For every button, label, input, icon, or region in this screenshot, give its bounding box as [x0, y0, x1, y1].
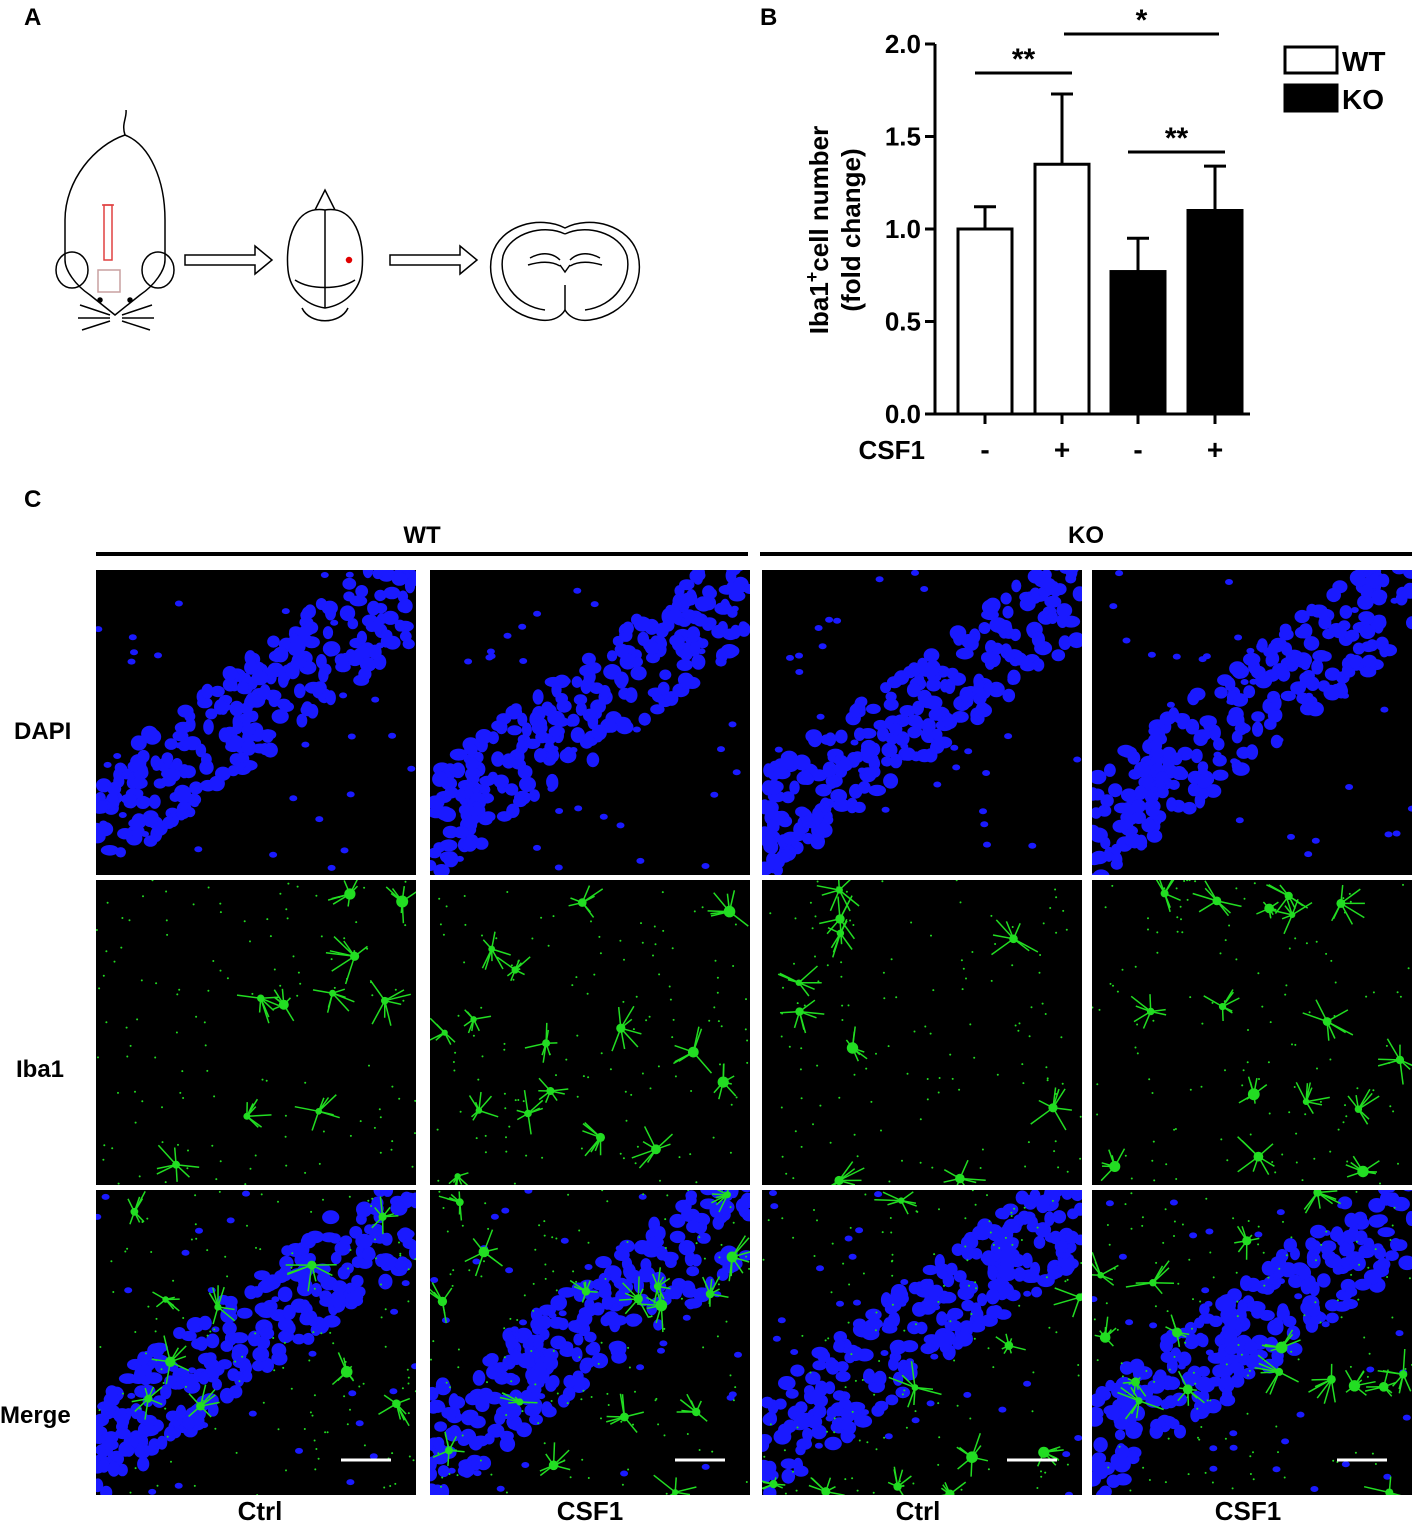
micrograph-merge — [762, 1190, 1082, 1495]
arrow-icon — [184, 244, 274, 276]
significance-label: ** — [1012, 43, 1036, 76]
y-tick-label: 0.0 — [885, 399, 921, 429]
micrograph-dapi — [1092, 570, 1412, 875]
micrograph-dapi — [96, 570, 416, 875]
micrograph-iba1 — [96, 880, 416, 1185]
legend-label: KO — [1342, 84, 1384, 115]
micrograph-merge — [1092, 1190, 1412, 1495]
brain-top-view-illustration — [286, 188, 364, 322]
x-tick-label: + — [1207, 434, 1223, 465]
y-tick-label: 0.5 — [885, 307, 921, 337]
x-row-label: CSF1 — [859, 435, 925, 465]
column-label-ctrl: Ctrl — [895, 1496, 941, 1526]
micrograph-merge — [430, 1190, 750, 1495]
significance-label: ** — [1165, 122, 1189, 155]
arrow-icon — [389, 244, 479, 276]
x-tick-label: - — [980, 434, 989, 465]
legend-swatch — [1283, 45, 1339, 75]
column-label-csf1: CSF1 — [556, 1496, 624, 1526]
micrograph-dapi — [762, 570, 1082, 875]
group-divider-ko — [760, 552, 1412, 556]
panel-b-label: B — [760, 4, 778, 31]
x-tick-label: - — [1133, 434, 1142, 465]
y-tick-label: 2.0 — [885, 29, 921, 59]
micrograph-iba1 — [1092, 880, 1412, 1185]
micrograph-dapi — [430, 570, 750, 875]
bar — [1033, 162, 1091, 416]
y-axis-label-line2: (fold change) — [836, 148, 866, 311]
column-label-ctrl: Ctrl — [237, 1496, 283, 1526]
experiment-schematic — [55, 110, 640, 331]
y-tick-label: 1.0 — [885, 214, 921, 244]
micrograph-merge — [96, 1190, 416, 1495]
x-tick-label: + — [1054, 434, 1070, 465]
row-label-dapi: DAPI — [14, 718, 72, 745]
group-label-ko: KO — [1068, 522, 1104, 549]
group-label-wt: WT — [403, 522, 441, 549]
bar — [1109, 270, 1167, 416]
panel-a-label: A — [24, 4, 42, 31]
panel-c-label: C — [24, 486, 42, 513]
legend-label: WT — [1342, 46, 1386, 77]
y-axis-label: Iba1+cell number — [802, 126, 834, 334]
column-label-csf1: CSF1 — [1214, 1496, 1282, 1526]
y-tick-label: 1.5 — [885, 122, 921, 152]
micrograph-iba1 — [762, 880, 1082, 1185]
group-divider-wt — [96, 552, 748, 556]
bar-chart: 0.0 0.5 1.0 1.5 2.0 Iba1+cell number (fold cha… — [802, 4, 1386, 465]
legend-swatch — [1283, 83, 1339, 113]
significance-label: * — [1136, 4, 1148, 37]
row-label-iba1: Iba1 — [16, 1056, 65, 1083]
micrograph-iba1 — [430, 880, 750, 1185]
bar — [956, 227, 1014, 416]
row-label-merge: Merge — [0, 1402, 71, 1429]
mouse-illustration — [55, 110, 175, 331]
coronal-section-illustration — [490, 221, 640, 322]
bar — [1186, 209, 1244, 416]
